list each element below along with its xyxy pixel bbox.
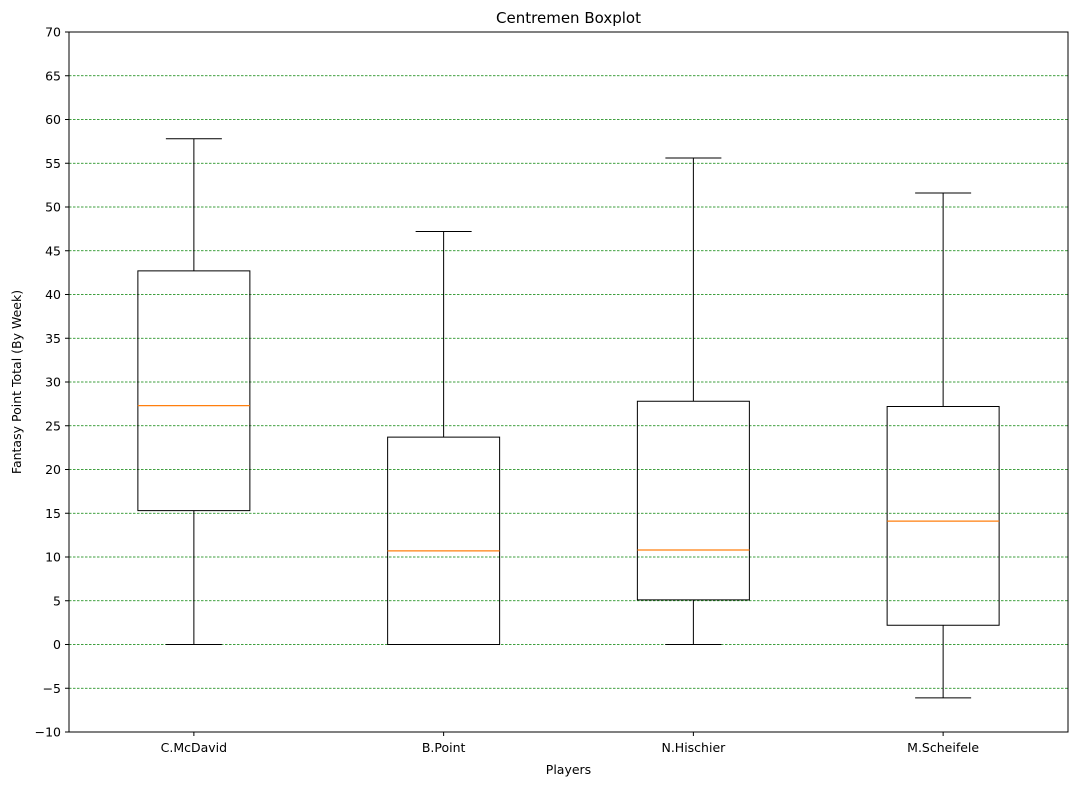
y-tick-label: 10 xyxy=(45,550,61,565)
x-tick-label: C.McDavid xyxy=(161,740,227,755)
x-axis-title: Players xyxy=(546,762,591,777)
y-tick-label: −5 xyxy=(43,681,61,696)
box-n-hischier xyxy=(636,157,750,645)
chart-title: Centremen Boxplot xyxy=(496,9,641,27)
y-tick-label: 0 xyxy=(53,637,61,652)
box-b-point xyxy=(387,231,501,645)
box-m-scheifele xyxy=(886,192,1000,699)
x-axis-ticks: C.McDavid B.Point N.Hischier M.Scheifele xyxy=(161,732,979,755)
y-tick-label: 20 xyxy=(45,462,61,477)
y-axis-title: Fantasy Point Total (By Week) xyxy=(9,290,24,474)
y-tick-label: 15 xyxy=(45,506,61,521)
iqr-box xyxy=(886,406,1000,626)
y-tick-label: 65 xyxy=(45,68,61,83)
y-tick-label: 55 xyxy=(45,156,61,171)
y-tick-label: 5 xyxy=(53,593,61,608)
box-series xyxy=(137,138,1000,699)
y-tick-label: 45 xyxy=(45,243,61,258)
x-tick-label: B.Point xyxy=(422,740,466,755)
x-tick-label: N.Hischier xyxy=(661,740,726,755)
iqr-box xyxy=(636,400,750,601)
y-tick-label: 25 xyxy=(45,418,61,433)
y-tick-label: 60 xyxy=(45,112,61,127)
y-tick-label: 30 xyxy=(45,375,61,390)
y-tick-label: 40 xyxy=(45,287,61,302)
x-tick-label: M.Scheifele xyxy=(907,740,979,755)
y-tick-label: −10 xyxy=(35,725,61,740)
grid-lines xyxy=(69,75,1068,689)
y-tick-label: 70 xyxy=(45,25,61,40)
y-tick-label: 50 xyxy=(45,200,61,215)
y-axis-ticks: −10 −5 0 5 10 15 20 25 30 35 40 45 50 55 60 65 70 xyxy=(35,25,69,740)
iqr-box xyxy=(387,436,501,645)
iqr-box xyxy=(137,270,251,512)
y-tick-label: 35 xyxy=(45,331,61,346)
box-c-mcdavid xyxy=(137,138,251,645)
